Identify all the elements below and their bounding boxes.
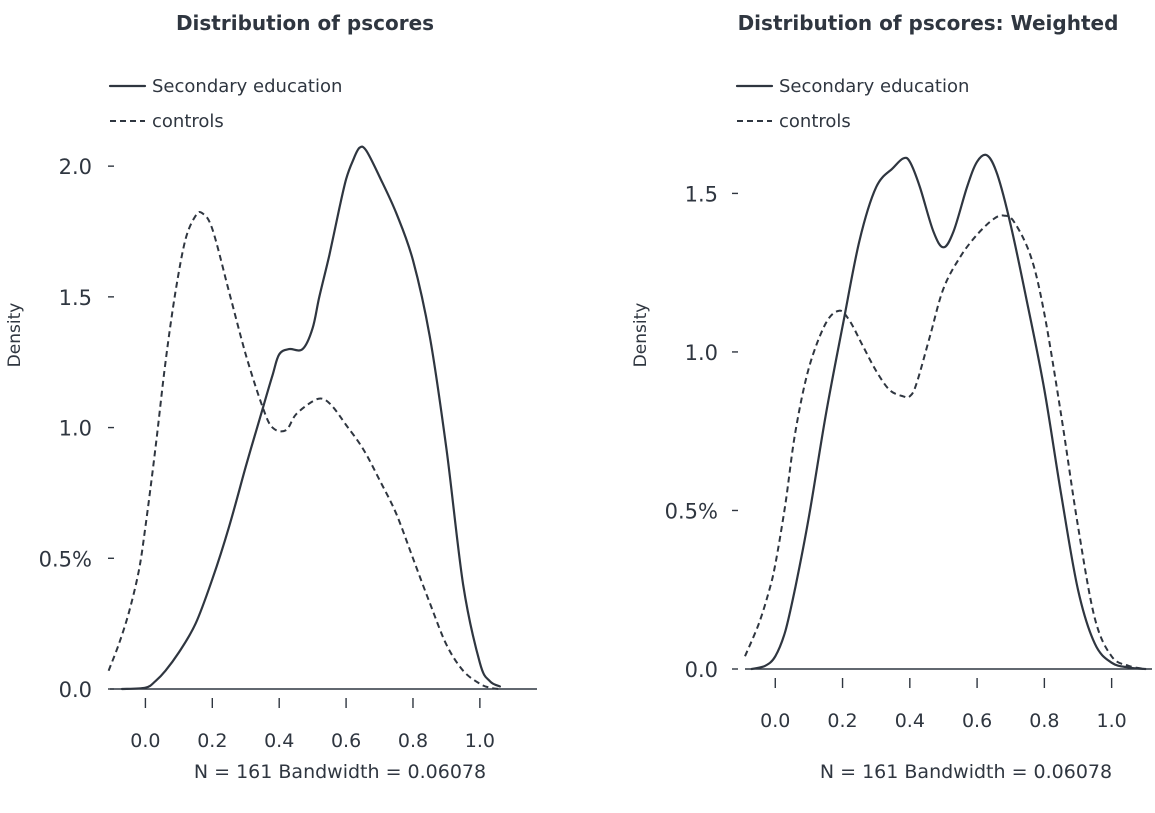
x-axis-caption: N = 161 Bandwidth = 0.06078 <box>820 761 1112 783</box>
chart-title: Distribution of pscores: Weighted <box>738 11 1119 35</box>
left-density-chart: Distribution of pscores Secondary educati… <box>5 11 537 783</box>
x-tick-label: 0.8 <box>398 730 428 752</box>
x-tick-label: 1.0 <box>1097 710 1127 732</box>
series-line-controls <box>744 214 1146 670</box>
y-axis-title: Density <box>631 303 651 368</box>
x-tick-label: 0.6 <box>962 710 992 732</box>
x-tick-label: 0.4 <box>264 730 294 752</box>
legend-label-secondary-education: Secondary education <box>779 76 969 97</box>
right-density-chart: Distribution of pscores: Weighted Seconda… <box>631 11 1152 783</box>
y-tick-label: 0.0 <box>59 678 92 702</box>
y-tick-label: 0.0 <box>685 658 718 682</box>
x-tick-label: 0.2 <box>197 730 227 752</box>
y-tick-label: 0.5% <box>39 547 92 571</box>
x-tick-label: 0.2 <box>827 710 857 732</box>
series-line-secondary-education <box>120 145 501 691</box>
series-line-secondary-education <box>750 153 1147 671</box>
y-tick-label: 1.5 <box>685 182 718 206</box>
y-tick-label: 2.0 <box>59 155 92 179</box>
y-axis-title: Density <box>5 303 25 368</box>
chart-title: Distribution of pscores <box>176 11 434 35</box>
x-tick-label: 0.0 <box>760 710 790 732</box>
y-tick-label: 1.0 <box>685 341 718 365</box>
y-tick-label: 0.5% <box>665 499 718 523</box>
legend-label-controls: controls <box>152 111 224 132</box>
legend-label-controls: controls <box>779 111 851 132</box>
y-tick-label: 1.5 <box>59 286 92 310</box>
x-axis-caption: N = 161 Bandwidth = 0.06078 <box>194 761 486 783</box>
x-tick-label: 0.0 <box>130 730 160 752</box>
legend-label-secondary-education: Secondary education <box>152 76 342 97</box>
series-line-controls <box>107 210 501 690</box>
x-tick-label: 0.8 <box>1029 710 1059 732</box>
x-tick-label: 0.4 <box>895 710 925 732</box>
y-tick-label: 1.0 <box>59 417 92 441</box>
x-tick-label: 1.0 <box>465 730 495 752</box>
x-tick-label: 0.6 <box>331 730 361 752</box>
